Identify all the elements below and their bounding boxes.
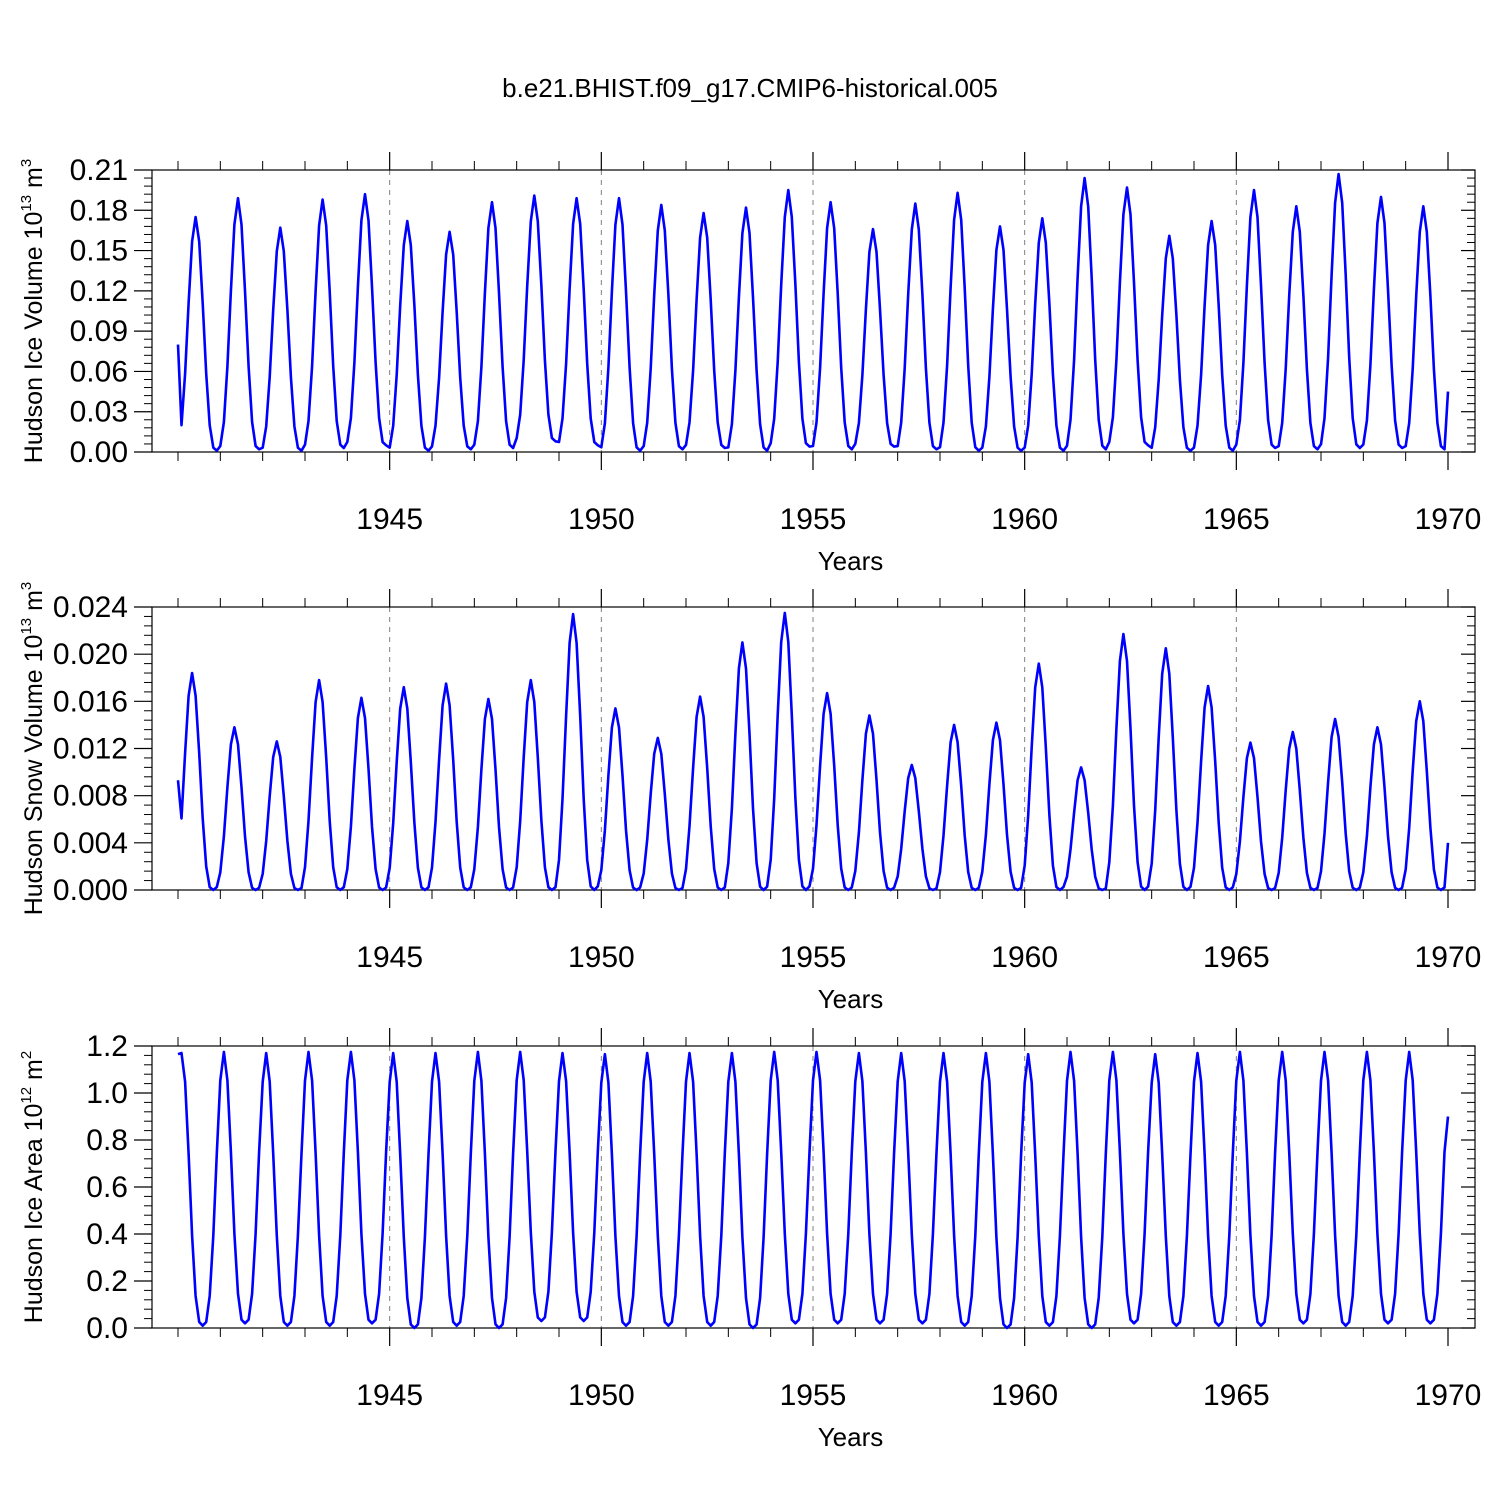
- y-tick-label-6: 0.024: [53, 591, 128, 624]
- x-tick-label-0: 1945: [356, 503, 423, 536]
- y-tick-label-5: 0.020: [53, 638, 128, 671]
- x-tick-label-1: 1950: [568, 1379, 635, 1412]
- x-axis-title: Years: [818, 984, 884, 1014]
- y-tick-label-2: 0.4: [86, 1218, 128, 1251]
- x-tick-label-0: 1945: [356, 1379, 423, 1412]
- panel-2: 0.000 0.004 0.008 0.012 0.016 0.020 0.024 1945 1…: [18, 582, 1481, 1014]
- y-axis-title-unit: m: [20, 590, 48, 618]
- x-tick-label-3: 1960: [991, 503, 1058, 536]
- x-tick-label-5: 1970: [1415, 1379, 1482, 1412]
- y-axis-title-prefix: Hudson Snow Volume 10: [20, 635, 48, 916]
- y-tick-label-7: 0.21: [70, 154, 128, 187]
- y-tick-label-1: 0.2: [86, 1265, 128, 1298]
- y-tick-label-6: 1.2: [86, 1030, 128, 1063]
- y-tick-label-5: 1.0: [86, 1077, 128, 1110]
- x-tick-label-5: 1970: [1415, 503, 1482, 536]
- y-tick-label-4: 0.12: [70, 275, 128, 308]
- figure-title: b.e21.BHIST.f09_g17.CMIP6-historical.005: [502, 73, 998, 103]
- x-tick-label-3: 1960: [991, 1379, 1058, 1412]
- x-axis-title: Years: [818, 546, 884, 576]
- y-tick-label-4: 0.016: [53, 685, 128, 718]
- x-tick-label-2: 1955: [780, 503, 847, 536]
- y-tick-label-0: 0.000: [53, 874, 128, 907]
- x-tick-label-4: 1965: [1203, 941, 1270, 974]
- series-line-0: [176, 172, 1450, 452]
- x-tick-label-1: 1950: [568, 503, 635, 536]
- y-axis-title-unit-exponent: 2: [18, 1051, 35, 1059]
- x-tick-label-5: 1970: [1415, 941, 1482, 974]
- panel-3: 0.0 0.2 0.4 0.6 0.8 1.0 1.2 1945 1950 1955 1960 196…: [18, 1028, 1481, 1452]
- y-axis-title-exponent: 13: [18, 618, 35, 635]
- panel-1: 0.00 0.03 0.06 0.09 0.12 0.15 0.18 0.21 1945 1950…: [18, 152, 1481, 576]
- x-tick-label-2: 1955: [780, 941, 847, 974]
- y-axis-title-unit: m: [20, 167, 48, 195]
- y-tick-label-1: 0.03: [70, 396, 128, 429]
- y-axis-title-unit-exponent: 3: [18, 582, 35, 590]
- series-line-0: [176, 611, 1450, 892]
- x-axis-title: Years: [818, 1422, 884, 1452]
- x-tick-label-1: 1950: [568, 941, 635, 974]
- y-tick-label-1: 0.004: [53, 827, 128, 860]
- y-tick-label-2: 0.06: [70, 355, 128, 388]
- x-tick-label-0: 1945: [356, 941, 423, 974]
- y-tick-label-4: 0.8: [86, 1124, 128, 1157]
- y-tick-label-5: 0.15: [70, 235, 128, 268]
- y-tick-label-3: 0.6: [86, 1171, 128, 1204]
- y-axis-title-prefix: Hudson Ice Volume 10: [20, 212, 48, 464]
- y-axis-title-unit-exponent: 3: [18, 159, 35, 167]
- x-tick-label-4: 1965: [1203, 503, 1270, 536]
- y-axis-title-exponent: 13: [18, 195, 35, 212]
- y-axis-title-exponent: 12: [18, 1087, 35, 1104]
- x-tick-label-2: 1955: [780, 1379, 847, 1412]
- series-line-0: [177, 1050, 1450, 1330]
- y-tick-label-0: 0.0: [86, 1312, 128, 1345]
- y-tick-label-3: 0.012: [53, 733, 128, 766]
- y-axis-title-prefix: Hudson Ice Area 10: [20, 1104, 48, 1324]
- y-tick-label-2: 0.008: [53, 780, 128, 813]
- y-tick-label-3: 0.09: [70, 315, 128, 348]
- y-axis-title-unit: m: [20, 1059, 48, 1087]
- x-tick-label-3: 1960: [991, 941, 1058, 974]
- y-axis-title: Hudson Ice Area 1012 m2: [18, 1051, 48, 1323]
- y-tick-label-0: 0.00: [70, 436, 128, 469]
- y-axis-title: Hudson Snow Volume 1013 m3: [18, 582, 48, 916]
- y-tick-label-6: 0.18: [70, 194, 128, 227]
- x-tick-label-4: 1965: [1203, 1379, 1270, 1412]
- y-axis-title: Hudson Ice Volume 1013 m3: [18, 159, 48, 463]
